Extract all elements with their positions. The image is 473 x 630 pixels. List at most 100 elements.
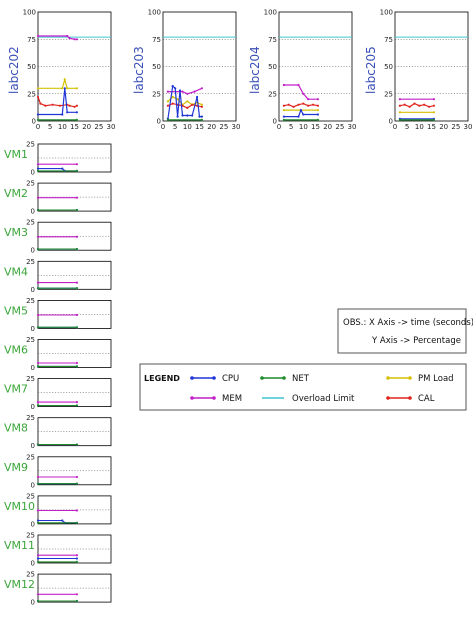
y-tick-label: 0 (389, 118, 393, 126)
legend-marker (260, 376, 264, 380)
y-tick-label: 25 (26, 375, 35, 383)
x-tick-label: 5 (173, 123, 177, 131)
obs-box: OBS.: X Axis -> time (seconds) Y Axis ->… (337, 308, 473, 354)
cal-point (282, 104, 285, 107)
mem-point (66, 34, 69, 38)
y-tick-label: 0 (31, 520, 35, 528)
cal-point (432, 104, 435, 107)
pm_load-point (61, 87, 64, 90)
y-tick-label: 0 (31, 599, 35, 607)
legend-item-overload: Overload Limit (262, 394, 355, 404)
legend-item-cal: CAL (386, 394, 435, 404)
x-tick-label: 20 (82, 123, 91, 131)
legend-item-pm_load: PM Load (386, 374, 454, 384)
y-tick-label: 0 (273, 118, 277, 126)
net-point (75, 248, 78, 251)
y-tick-label: 25 (27, 90, 36, 98)
cpu-point (61, 519, 64, 522)
x-tick-label: 30 (464, 123, 473, 131)
cpu-point (200, 115, 203, 118)
cal-point (171, 102, 174, 105)
legend-marker (190, 376, 194, 380)
x-tick-label: 15 (311, 123, 320, 131)
y-tick-label: 0 (31, 208, 35, 216)
mem-point (36, 34, 40, 38)
vm-label: VM11 (4, 539, 35, 552)
pm_load-point (282, 109, 285, 112)
y-tick-label: 0 (31, 286, 35, 294)
legend-label: CAL (418, 394, 435, 404)
net-point (75, 326, 78, 329)
mem-point (193, 90, 196, 93)
net-point (75, 208, 78, 212)
mem-point (75, 281, 78, 284)
net-point (36, 248, 40, 251)
net-point (75, 482, 78, 485)
y-tick-label: 25 (26, 180, 35, 188)
legend: LEGEND CPU NET PM Load MEM Overload Limit CAL (139, 363, 467, 411)
cpu-point (176, 115, 179, 118)
x-tick-label: 25 (94, 123, 103, 131)
cal-point (36, 95, 40, 99)
mem-point (307, 98, 310, 101)
vm-label: VM6 (4, 344, 28, 357)
mem-point (297, 83, 300, 87)
y-tick-label: 25 (268, 90, 277, 98)
pm_load-point (200, 103, 203, 106)
cal-point (200, 105, 203, 108)
cal-point (186, 106, 189, 109)
y-tick-label: 75 (27, 36, 36, 44)
net-point (75, 287, 78, 290)
mem-point (166, 90, 169, 93)
vm-charts: 025VM1025VM2025VM3025VM4025VM5025VM6025V… (4, 141, 112, 607)
legend-marker (386, 396, 390, 400)
pm_load-point (432, 111, 435, 114)
net-point (432, 118, 435, 121)
mem-point (302, 92, 305, 95)
net-point (166, 118, 169, 121)
net-point (36, 560, 40, 564)
cal-point (408, 105, 411, 108)
mem-point (398, 98, 401, 101)
pm-label: labc203 (132, 46, 146, 94)
cal-point (292, 105, 295, 108)
mem-point (75, 509, 78, 512)
cal-point (428, 105, 431, 108)
y-tick-label: 25 (384, 90, 393, 98)
cpu-point (196, 95, 199, 99)
pm_load-point (66, 87, 69, 90)
y-tick-label: 25 (26, 571, 35, 579)
vm-label: VM9 (4, 461, 28, 474)
pm_load-point (316, 109, 319, 112)
mem-point (36, 313, 40, 317)
vm-label: VM1 (4, 148, 28, 161)
mem-point (36, 509, 40, 512)
net-point (36, 169, 40, 172)
cal-point (73, 105, 76, 108)
cal-point (423, 103, 426, 106)
mem-point (36, 163, 40, 166)
legend-marker (408, 376, 412, 380)
mem-point (75, 361, 78, 365)
legend-item-net: NET (260, 374, 310, 384)
legend-item-cpu: CPU (190, 374, 239, 384)
net-point (36, 482, 40, 485)
x-tick-label: 30 (348, 123, 357, 131)
y-tick-label: 100 (23, 9, 36, 17)
vm-label: VM4 (4, 265, 28, 278)
legend-marker (408, 396, 412, 400)
legend-title: LEGEND (144, 374, 180, 383)
x-tick-label: 5 (405, 123, 409, 131)
pm-label: labc204 (248, 46, 262, 94)
y-tick-label: 50 (268, 63, 277, 71)
mem-point (75, 401, 78, 404)
mem-point (75, 313, 78, 317)
x-tick-label: 20 (207, 123, 216, 131)
x-tick-label: 25 (335, 123, 344, 131)
